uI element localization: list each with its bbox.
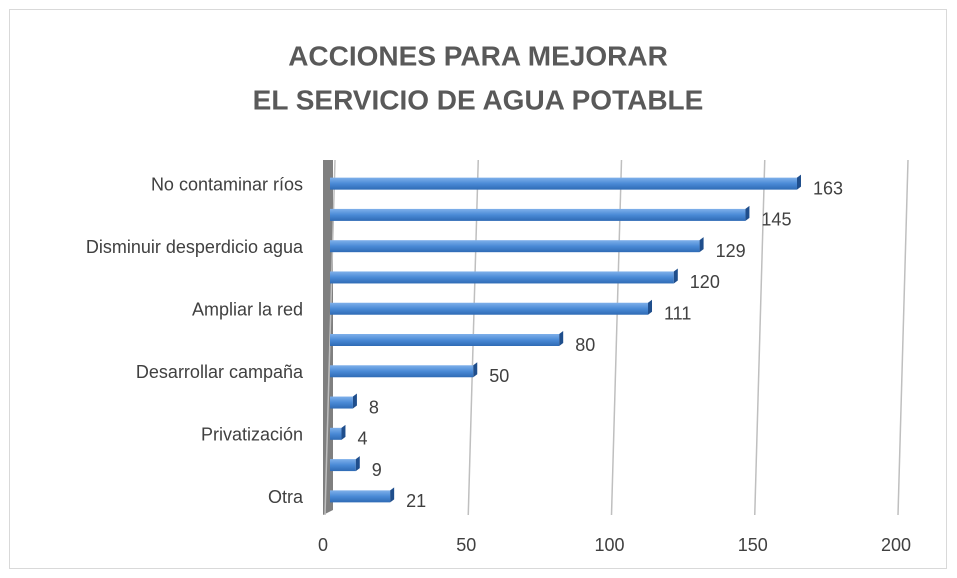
bar-side [355,456,360,472]
data-label: 21 [406,491,426,511]
grid-line [754,159,766,516]
bar-side [473,362,478,378]
data-label: 9 [372,460,382,480]
bar-side [796,174,801,190]
x-tick-label: 0 [318,535,328,555]
bar [330,459,356,472]
bar [330,334,560,346]
x-tick-label: 50 [456,535,476,555]
bar-side [390,487,395,503]
bar [330,240,700,253]
bar-side [352,393,357,409]
y-tick-label: Otra [268,487,304,507]
data-label: 145 [761,210,791,230]
data-label: 4 [357,429,367,449]
data-label: 120 [690,272,720,292]
bar [330,208,746,221]
x-tick-label: 100 [594,535,624,555]
bar-side [559,331,564,346]
bar-side [648,299,653,315]
data-label: 129 [716,241,746,261]
data-label: 80 [575,335,595,355]
bar [330,365,474,378]
y-tick-label: Disminuir desperdicio agua [86,237,304,257]
bar-side [699,237,704,253]
data-label: 50 [489,366,509,386]
bar-side [673,268,678,284]
bar [330,271,674,284]
bar [330,177,797,190]
bar-side [745,205,750,221]
y-tick-label: Ampliar la red [192,299,303,319]
data-label: 8 [369,397,379,417]
chart-title: ACCIONES PARA MEJORAR [288,40,668,71]
y-tick-label: No contaminar ríos [151,174,303,194]
x-tick-label: 200 [881,535,911,555]
bar-side [341,424,346,440]
grid-line [897,159,909,516]
chart-frame [9,9,947,569]
bar [330,427,342,440]
bar [330,490,391,503]
x-tick-label: 150 [738,535,768,555]
y-tick-label: Desarrollar campaña [136,362,304,382]
data-label: 111 [664,303,691,323]
bar [330,302,649,315]
y-tick-label: Privatización [201,425,303,445]
data-label: 163 [813,178,843,198]
bar [330,396,353,409]
chart-title: EL SERVICIO DE AGUA POTABLE [253,84,704,115]
